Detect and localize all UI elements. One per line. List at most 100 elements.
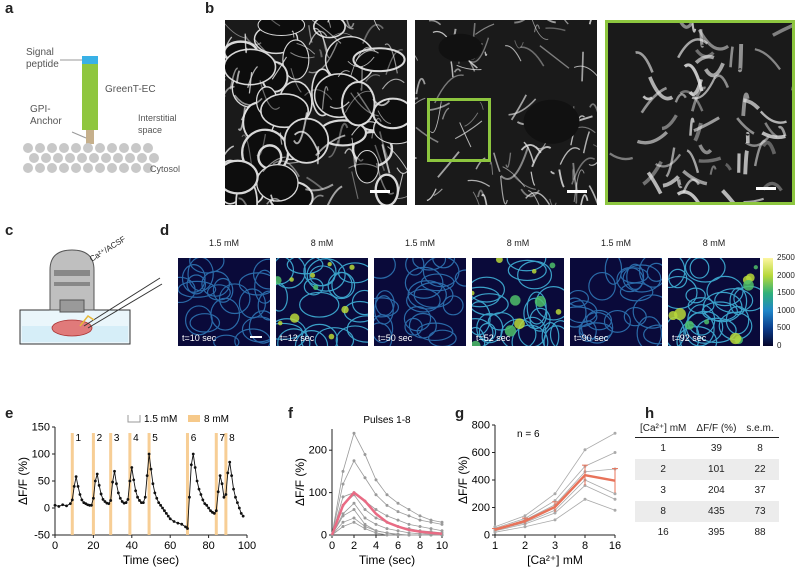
fiber	[321, 86, 329, 110]
table-cell: 8	[757, 443, 763, 454]
trace-point	[218, 474, 222, 477]
pulse-bar	[109, 433, 113, 535]
cell-outline	[225, 159, 259, 195]
fiber	[387, 146, 407, 171]
trace-point	[176, 521, 180, 525]
trace-point	[155, 496, 159, 500]
individual-point	[440, 520, 444, 524]
lipid-head	[101, 153, 111, 163]
legend-label: 1.5 mM	[144, 415, 177, 425]
fiber	[743, 197, 765, 202]
individual-point	[613, 451, 617, 454]
fiber	[329, 101, 350, 109]
trace-point	[228, 460, 232, 464]
individual-point	[385, 514, 389, 518]
frame-timestamp: t=52 sec	[476, 333, 511, 343]
y-tick-label: 150	[32, 422, 50, 434]
fiber	[531, 20, 549, 40]
individual-point	[385, 531, 389, 535]
fiber	[308, 30, 328, 45]
pulse-label: 5	[152, 433, 158, 444]
table-cell: 395	[708, 527, 725, 538]
fiber	[381, 144, 391, 174]
scale-bar	[370, 190, 390, 193]
fiber	[588, 161, 597, 166]
fiber	[348, 163, 378, 169]
fiber	[736, 117, 755, 135]
lipid-head	[131, 143, 141, 153]
fiber	[558, 169, 565, 188]
fiber	[266, 197, 281, 205]
fiber	[467, 179, 491, 187]
trace-point	[99, 492, 103, 496]
individual-point	[363, 527, 367, 531]
lipid-head	[35, 143, 45, 153]
signal-peptide-label: Signal peptide	[26, 47, 59, 70]
lipid-head	[71, 163, 81, 173]
trace-point	[222, 495, 226, 499]
fiber	[686, 149, 700, 174]
trace-point	[68, 502, 72, 506]
fiber	[676, 179, 683, 189]
individual-point	[418, 514, 422, 518]
trace-point	[180, 522, 184, 526]
fiber	[308, 25, 313, 43]
individual-point	[352, 516, 356, 520]
y-axis-label: ΔF/F (%)	[456, 456, 470, 504]
trace-point	[143, 495, 147, 499]
fiber	[304, 89, 333, 101]
pulse-label: 7	[219, 433, 225, 444]
fiber	[689, 117, 695, 136]
trace-point	[107, 502, 111, 506]
individual-point	[363, 476, 367, 480]
fiber	[290, 52, 315, 59]
fiber	[272, 160, 300, 178]
y-tick-label: 100	[309, 487, 327, 499]
fiber	[743, 150, 749, 175]
fiber	[721, 189, 736, 202]
individual-point	[440, 522, 444, 526]
panel-label-e: e	[5, 405, 14, 422]
fiber	[244, 33, 248, 54]
fiber	[500, 176, 508, 205]
fiber	[549, 198, 557, 205]
fiber	[682, 169, 708, 186]
individual-point	[385, 533, 389, 537]
lipid-head	[113, 153, 123, 163]
fiber	[737, 43, 744, 73]
lipid-head	[29, 153, 39, 163]
trace-point	[128, 479, 132, 483]
x-axis-label: Time (sec)	[359, 553, 415, 567]
summary-table: [Ca²⁺] mM ΔF/F (%) s.e.m. 1 39 8 2 101 22 3 204 37 8…	[635, 420, 779, 543]
fiber	[694, 54, 715, 65]
fiber	[545, 27, 566, 32]
fiber	[453, 68, 462, 73]
trace-point	[111, 480, 114, 484]
individual-point	[407, 522, 411, 526]
individual-point	[418, 518, 422, 522]
fiber	[475, 23, 495, 35]
fiber	[682, 178, 700, 194]
trace-point	[161, 506, 164, 510]
panel-label-c: c	[5, 222, 14, 239]
fiber	[709, 165, 717, 175]
individual-point	[440, 529, 444, 533]
fiber	[426, 188, 437, 202]
fiber	[396, 167, 407, 175]
fiber	[360, 66, 363, 91]
trace-point	[203, 502, 207, 506]
fiber	[500, 146, 530, 180]
fiber	[593, 144, 597, 148]
individual-point	[429, 520, 433, 524]
lipid-head	[59, 143, 69, 153]
individual-point	[429, 527, 433, 531]
fiber	[745, 135, 770, 147]
fiber	[327, 20, 332, 28]
fiber	[588, 20, 592, 25]
x-tick-label: 0	[52, 540, 58, 552]
fiber	[374, 144, 386, 171]
fiber	[533, 24, 540, 33]
panel-label-f: f	[288, 405, 293, 422]
lipid-head	[47, 163, 57, 173]
